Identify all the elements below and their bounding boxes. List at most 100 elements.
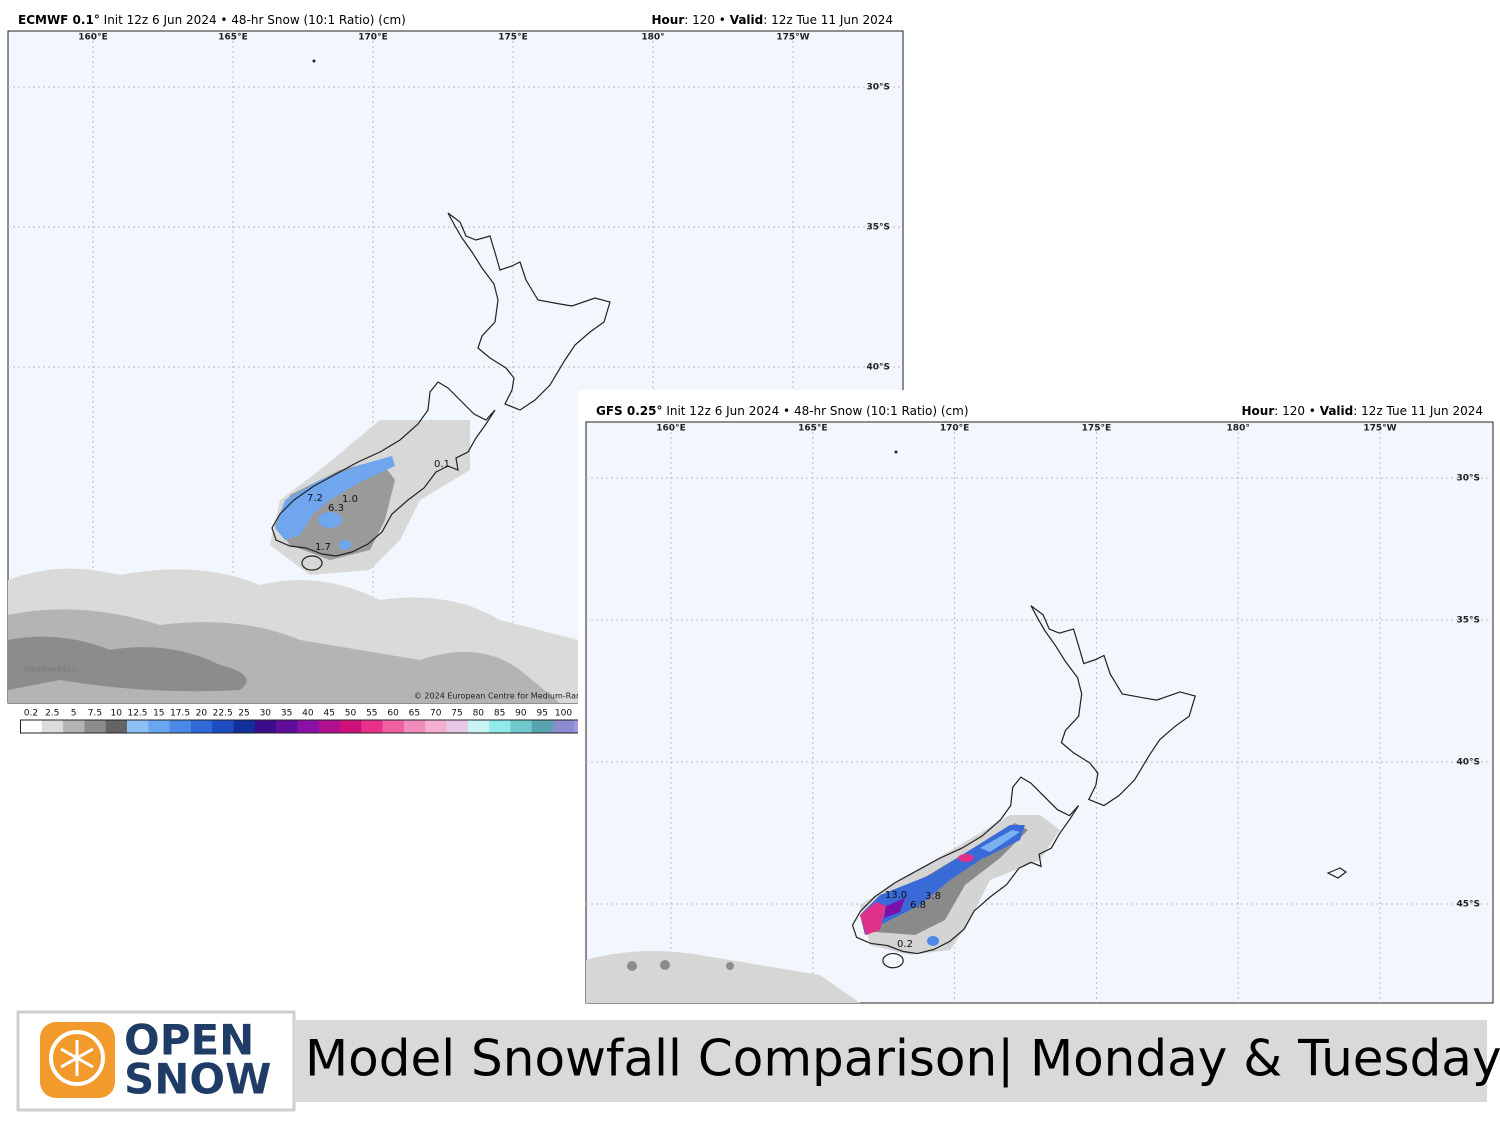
colorbar-label: 85	[494, 709, 505, 719]
colorbar-swatch	[84, 720, 106, 733]
logo-ring	[49, 1030, 105, 1086]
init: Init 12z 6 Jun 2024 • 48-hr Snow (10:1 R…	[666, 404, 968, 418]
colorbar-label: 25	[238, 709, 249, 719]
map-header: GFS 0.25° Init 12z 6 Jun 2024 • 48-hr Sn…	[596, 404, 969, 418]
colorbar-swatch	[297, 720, 319, 733]
logo-flake	[60, 1040, 94, 1076]
colorbar-swatch	[489, 720, 511, 733]
colorbar-label: 0.2	[24, 709, 38, 719]
colorbar-swatch	[318, 720, 341, 733]
lat-label: 45°S	[1456, 900, 1480, 910]
model: ECMWF 0.1°	[18, 13, 100, 27]
colorbar-label: 20	[196, 709, 208, 719]
colorbar-label: 80	[473, 709, 485, 719]
colorbar-label: 100	[555, 709, 572, 719]
axis-labels: 160°E 165°E 170°E 175°E 180° 175°W 30°S 35°S 40°…	[656, 424, 1480, 910]
lon-label: 165°E	[798, 424, 827, 434]
colorbar-swatch	[361, 720, 383, 733]
snow-field	[586, 450, 1348, 1003]
map-header: ECMWF 0.1° Init 12z 6 Jun 2024 • 48-hr S…	[18, 13, 406, 27]
valid-text: : 12z Tue 11 Jun 2024	[1353, 404, 1483, 418]
hour-label: Hour	[651, 13, 684, 27]
lat-label: 30°S	[866, 83, 890, 93]
colorbar-label: 40	[302, 709, 314, 719]
colorbar-swatch	[190, 720, 213, 733]
hour-label: Hour	[1241, 404, 1274, 418]
valid-label: Valid	[730, 13, 764, 27]
colorbar-swatch	[553, 720, 575, 733]
colorbar-swatch	[425, 720, 447, 733]
colorbar-swatch	[212, 720, 234, 733]
init: Init 12z 6 Jun 2024 • 48-hr Snow (10:1 R…	[104, 13, 406, 27]
colorbar-label: 50	[345, 709, 357, 719]
colorbar-swatch	[105, 720, 128, 733]
hour-text: : 120 •	[684, 13, 729, 27]
valid-label: Valid	[1320, 404, 1354, 418]
colorbar-swatch	[403, 720, 426, 733]
colorbar-swatch	[340, 720, 362, 733]
colorbar-label: 95	[536, 709, 547, 719]
contour-label: 0.2	[897, 939, 913, 950]
lon-label: 170°E	[940, 424, 969, 434]
lon-label: 160°E	[656, 424, 685, 434]
lat-label: 35°S	[866, 223, 890, 233]
colorbar-label: 65	[409, 709, 420, 719]
colorbar-label: 45	[323, 709, 334, 719]
colorbar-label: 90	[515, 709, 527, 719]
valid-time: Hour: 120 • Valid: 12z Tue 11 Jun 2024	[651, 13, 893, 27]
contour-label: 0.1	[434, 459, 450, 470]
colorbar-label: 35	[281, 709, 292, 719]
valid-time: Hour: 120 • Valid: 12z Tue 11 Jun 2024	[1241, 404, 1483, 418]
colorbar-swatch	[467, 720, 490, 733]
colorbar-label: 60	[387, 709, 399, 719]
lon-label: 175°W	[1363, 424, 1396, 434]
lon-label: 175°E	[498, 33, 527, 43]
colorbar-label: 30	[260, 709, 272, 719]
colorbar-label: 7.5	[88, 709, 102, 719]
lon-label: 165°E	[218, 33, 247, 43]
lon-label: 160°E	[78, 33, 107, 43]
colorbar-swatch	[510, 720, 532, 733]
lat-label: 40°S	[866, 363, 890, 373]
colorbar-label: 2.5	[45, 709, 59, 719]
lat-label: 30°S	[1456, 474, 1480, 484]
contour-label: 1.7	[315, 542, 331, 553]
snow-field	[8, 212, 611, 703]
colorbar-label: 10	[110, 709, 122, 719]
colorbar-swatch	[233, 720, 256, 733]
gfs-map: GFS 0.25° Init 12z 6 Jun 2024 • 48-hr Sn…	[312, 59, 1500, 1005]
colorbar: 0.2 2.5 5 7.5 10 12.5 15 17.5 20 22.5 25 30 35 40 45 50…	[20, 709, 597, 734]
contour-label: 3.8	[925, 891, 941, 902]
colorbar-swatch	[20, 720, 43, 733]
colorbar-swatch	[276, 720, 298, 733]
lon-label: 170°E	[358, 33, 387, 43]
colorbar-swatch	[127, 720, 149, 733]
axis-labels: 160°E 165°E 170°E 175°E 180° 175°W 30°S 35°S 40°…	[78, 33, 890, 373]
valid-text: : 12z Tue 11 Jun 2024	[763, 13, 893, 27]
colorbar-swatch	[41, 720, 64, 733]
map-frame	[585, 421, 1494, 1004]
colorbar-label: 75	[451, 709, 462, 719]
contour-labels: 13.0 3.86.8 0.2	[885, 890, 941, 950]
hour-text: : 120 •	[1274, 404, 1319, 418]
lon-label: 175°E	[1082, 424, 1111, 434]
title-bar	[294, 1020, 1487, 1102]
contour-labels: 0.1 7.2 1.06.3 1.7	[307, 459, 450, 553]
logo-top: OPEN	[124, 1016, 254, 1065]
lon-label: 180°	[641, 33, 664, 43]
colorbar-label: 15	[153, 709, 164, 719]
lon-label: 175°W	[776, 33, 809, 43]
contour-label: 6.8	[910, 900, 926, 911]
colorbar-label: 22.5	[213, 709, 233, 719]
grid	[586, 422, 1493, 1003]
contour-label: 7.2	[307, 493, 323, 504]
model: GFS 0.25°	[596, 404, 662, 418]
watermark: WeatherBELL	[23, 665, 77, 674]
contour-label: 13.0	[885, 890, 907, 901]
colorbar-swatch	[63, 720, 85, 733]
contour-label: 1.0	[342, 494, 358, 505]
colorbar-swatch	[148, 720, 170, 733]
colorbar-label: 70	[430, 709, 442, 719]
colorbar-swatch	[382, 720, 405, 733]
